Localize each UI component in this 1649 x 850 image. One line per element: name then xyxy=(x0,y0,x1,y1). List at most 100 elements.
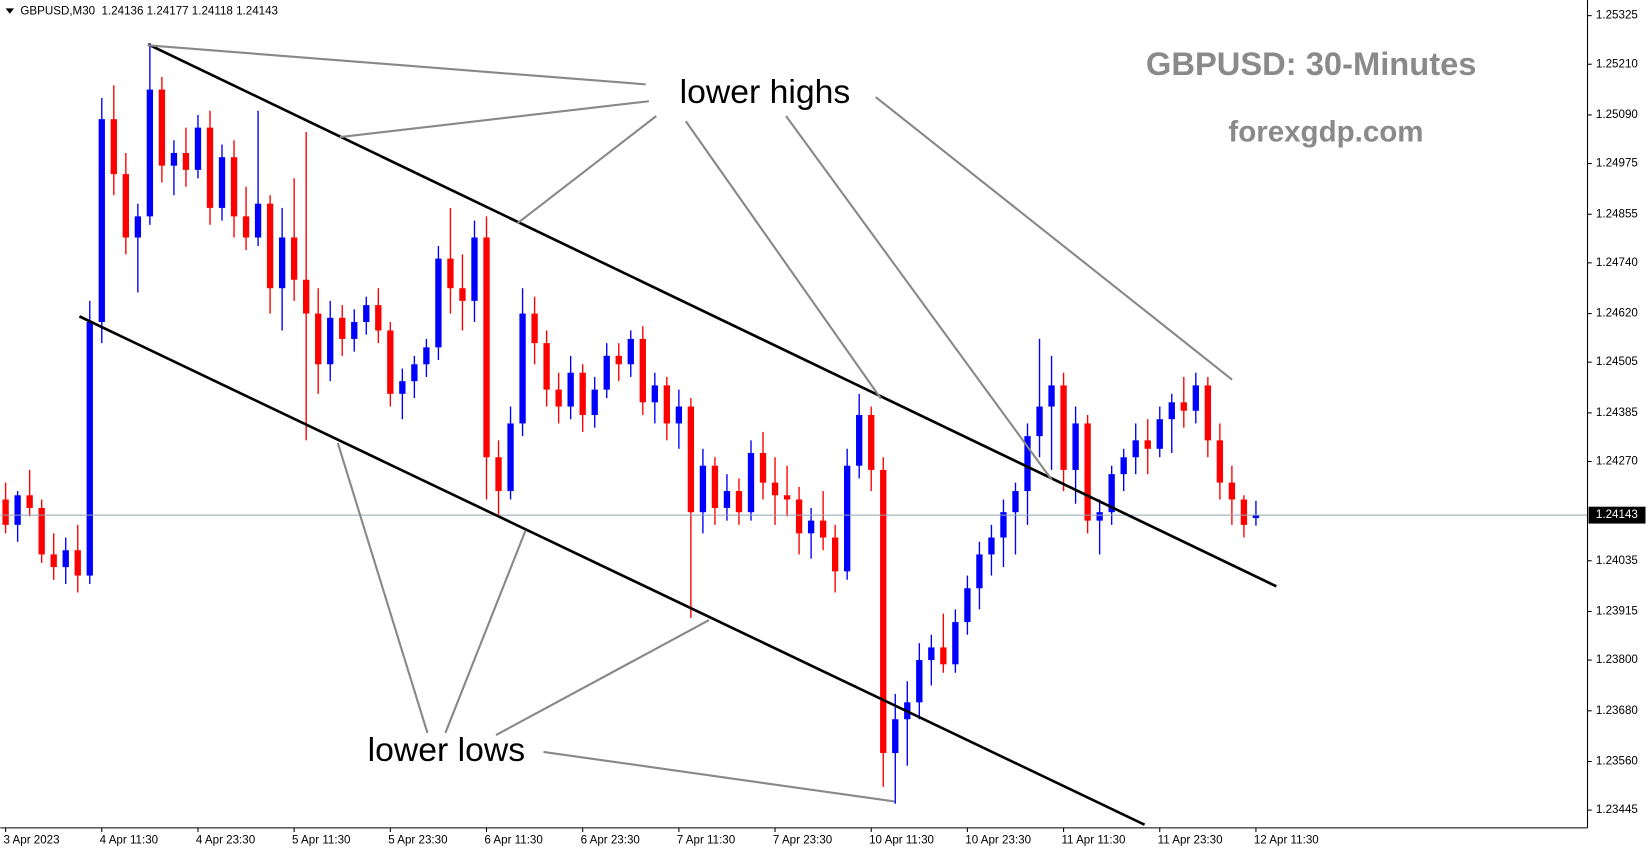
y-tick-label: 1.23680 xyxy=(1596,704,1638,717)
candle-body xyxy=(1204,385,1212,441)
candle-body xyxy=(1108,474,1115,513)
connector xyxy=(516,115,657,225)
candle-body xyxy=(675,406,683,424)
candle-body xyxy=(1048,385,1055,407)
candle-body xyxy=(146,89,154,217)
candle-body xyxy=(303,279,310,314)
candle-body xyxy=(230,157,238,217)
candle-body xyxy=(856,414,863,466)
candle-body xyxy=(182,152,190,170)
header-icon xyxy=(5,8,15,14)
x-tick-label: 4 Apr 23:30 xyxy=(196,834,255,847)
candle-body xyxy=(98,119,105,323)
candle-body xyxy=(1156,419,1163,449)
candle-body xyxy=(447,258,454,289)
candle-body xyxy=(1060,385,1067,470)
x-tick-label: 3 Apr 2023 xyxy=(4,834,60,847)
candle-body xyxy=(411,364,418,382)
candle-body xyxy=(1096,512,1103,521)
candle-body xyxy=(375,305,382,331)
candle-body xyxy=(483,237,490,458)
candle-body xyxy=(507,423,514,492)
candle-body xyxy=(110,119,117,175)
candle-body xyxy=(1072,423,1079,470)
candle-body xyxy=(471,237,478,301)
candle-body xyxy=(327,317,334,365)
candle-body xyxy=(170,152,178,166)
connector xyxy=(336,442,429,734)
connector xyxy=(543,750,895,803)
candle-body xyxy=(2,499,9,525)
candle-body xyxy=(351,322,358,339)
candle-body xyxy=(14,495,21,525)
y-tick-label: 1.24505 xyxy=(1596,355,1638,368)
candle-body xyxy=(615,355,622,365)
current-price-box xyxy=(1588,506,1646,524)
candle-body xyxy=(122,174,129,238)
candle-body xyxy=(663,385,671,424)
candle-body xyxy=(916,660,923,703)
x-tick-label: 11 Apr 23:30 xyxy=(1158,834,1223,847)
candle-body xyxy=(1012,491,1019,513)
y-tick-label: 1.23800 xyxy=(1596,653,1638,666)
candle-body xyxy=(627,338,634,365)
candle-body xyxy=(290,237,298,280)
candle-body xyxy=(26,495,33,508)
candle-body xyxy=(1168,402,1175,420)
candle-body xyxy=(555,389,562,407)
candle-body xyxy=(74,550,81,576)
y-tick-label: 1.23915 xyxy=(1596,605,1638,618)
x-tick-label: 5 Apr 11:30 xyxy=(292,834,350,847)
x-tick-label: 10 Apr 23:30 xyxy=(965,834,1031,847)
connector xyxy=(874,96,1233,381)
candle-body xyxy=(134,216,142,238)
candle-body xyxy=(519,313,526,424)
y-tick-label: 1.24855 xyxy=(1596,207,1638,220)
y-tick-label: 1.24620 xyxy=(1596,307,1638,320)
candle-body xyxy=(880,469,887,754)
y-tick-label: 1.24975 xyxy=(1596,157,1638,170)
connector xyxy=(495,619,710,736)
candle-body xyxy=(759,453,767,483)
connectors xyxy=(147,44,1233,803)
candle-body xyxy=(50,554,57,568)
candle-body xyxy=(988,537,995,555)
candle-body xyxy=(1240,499,1248,525)
connector xyxy=(339,100,650,139)
candle-body xyxy=(1084,423,1091,521)
candle-body xyxy=(651,385,658,403)
candle-body xyxy=(38,507,45,555)
candle-body xyxy=(1144,440,1151,449)
chart-title: GBPUSD,M30 1.24136 1.24177 1.24118 1.241… xyxy=(20,5,278,18)
candle-body xyxy=(459,288,466,301)
candle-body xyxy=(699,465,707,513)
upper-trendline xyxy=(147,43,1277,588)
watermark-title: GBPUSD: 30-Minutes xyxy=(1146,45,1477,82)
x-tick-label: 6 Apr 23:30 xyxy=(581,834,640,847)
candle-body xyxy=(1024,436,1031,492)
y-tick-label: 1.25325 xyxy=(1596,9,1638,22)
y-tick-label: 1.25090 xyxy=(1596,108,1638,121)
candle-body xyxy=(278,237,286,289)
watermark-site: forexgdp.com xyxy=(1228,116,1423,149)
x-tick-label: 7 Apr 23:30 xyxy=(773,834,832,847)
candle-body xyxy=(711,465,719,508)
y-tick-label: 1.24270 xyxy=(1596,455,1638,468)
candle-body xyxy=(363,305,370,323)
x-tick-label: 10 Apr 11:30 xyxy=(869,834,934,847)
candle-body xyxy=(567,372,574,407)
candle-body xyxy=(1000,512,1007,538)
candle-body xyxy=(495,457,502,492)
candle-body xyxy=(254,203,262,238)
candle-body xyxy=(603,355,610,390)
candle-body xyxy=(928,647,935,661)
x-tick-label: 11 Apr 11:30 xyxy=(1061,834,1125,847)
annotation: lower lows xyxy=(368,731,525,769)
connector xyxy=(444,530,527,734)
y-tick-label: 1.23560 xyxy=(1596,755,1638,768)
candle-body xyxy=(242,216,250,238)
candle-body xyxy=(579,372,586,415)
